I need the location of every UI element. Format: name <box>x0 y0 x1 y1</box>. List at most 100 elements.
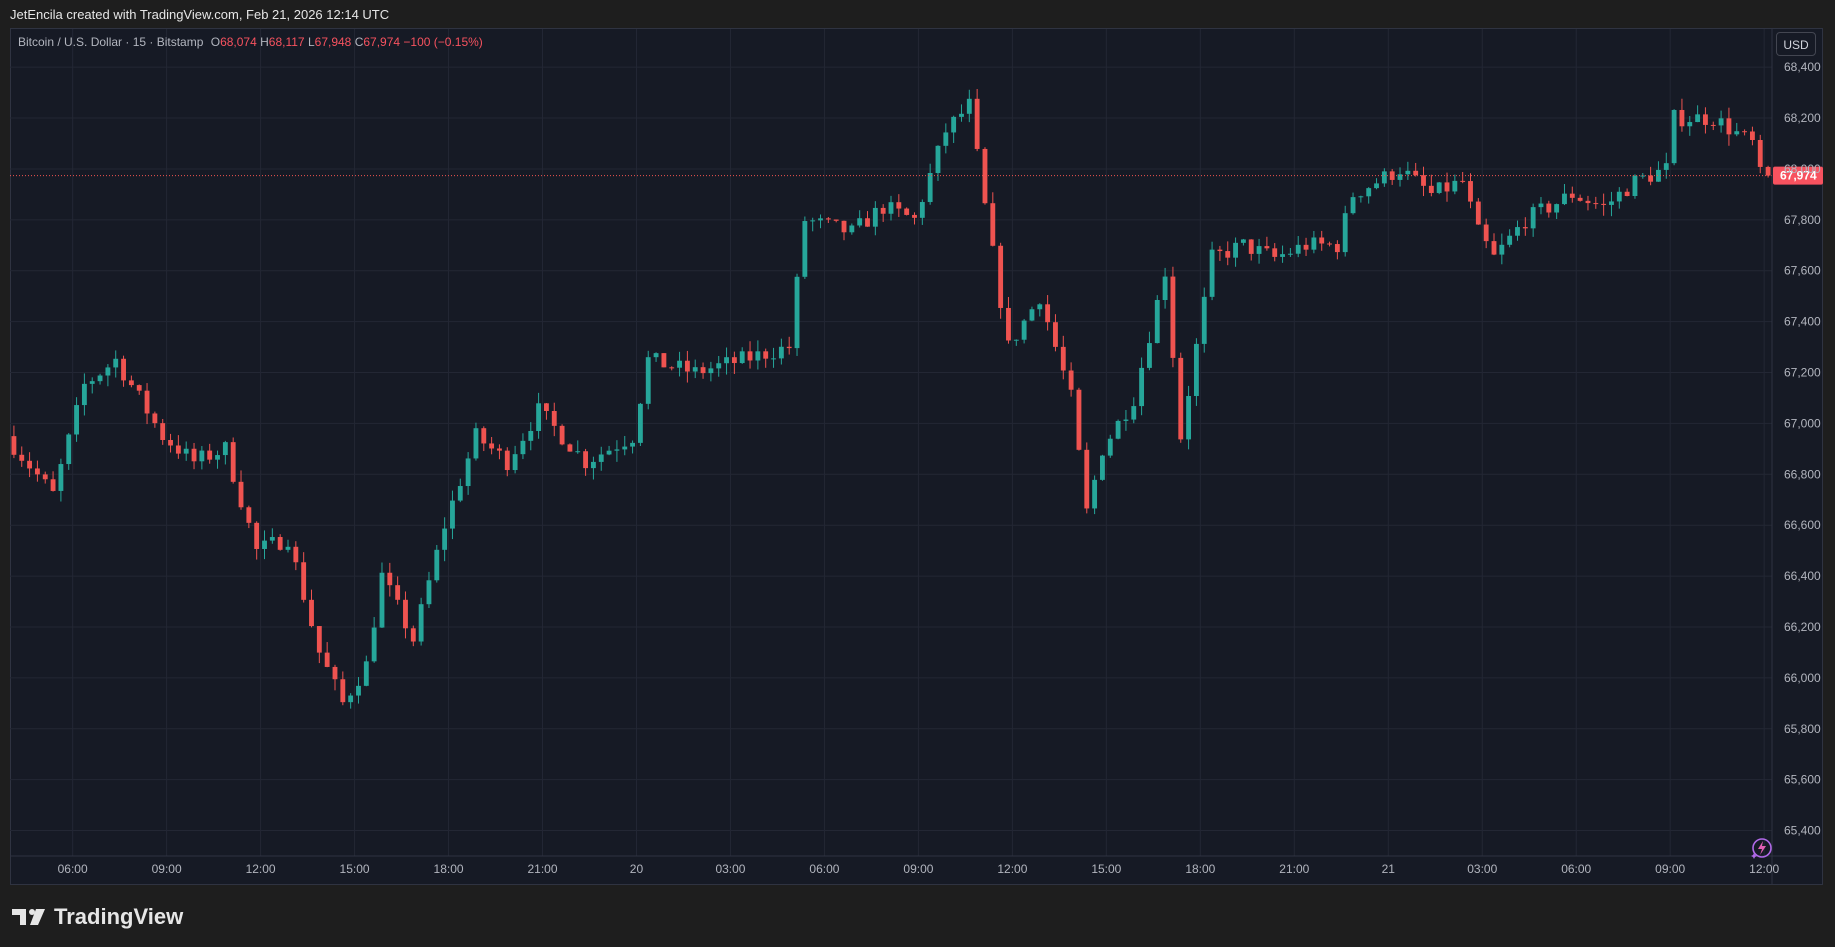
tradingview-logo-icon <box>12 909 45 925</box>
candle-body <box>215 455 220 460</box>
candle-body <box>1585 200 1591 204</box>
price-tick-label: 66,200 <box>1784 620 1821 634</box>
high-value: 68,117 <box>268 35 305 49</box>
last-price-line: 67,974 <box>10 166 1823 185</box>
candle-body <box>951 116 957 133</box>
candle-body <box>1233 242 1238 258</box>
open-value: 68,074 <box>220 35 257 49</box>
candle-body <box>1522 227 1528 229</box>
symbol-name[interactable]: Bitcoin / U.S. Dollar · 15 · Bitstamp <box>18 35 204 49</box>
last-price-label: 67,974 <box>1780 169 1817 183</box>
candle-body <box>316 626 322 653</box>
candle-body <box>497 448 502 451</box>
time-tick-label: 21:00 <box>527 862 557 876</box>
price-tick-label: 66,600 <box>1784 518 1821 532</box>
candle-body <box>269 537 275 541</box>
candle-body <box>19 454 25 461</box>
candle-body <box>1389 171 1395 180</box>
time-tick-label: 06:00 <box>1561 862 1591 876</box>
candle-body <box>1436 182 1442 193</box>
candle-body <box>575 451 581 453</box>
candle-body <box>1749 131 1755 140</box>
candle-body <box>324 652 330 667</box>
candle-body <box>1100 455 1105 480</box>
candle-body <box>1656 169 1661 182</box>
candle-body <box>1076 389 1082 450</box>
candle-body <box>1444 182 1450 192</box>
price-tick-label: 65,400 <box>1784 824 1821 838</box>
sparkle-icon[interactable] <box>1748 834 1776 862</box>
candle-body <box>739 351 745 364</box>
brand[interactable]: TradingView <box>12 903 183 931</box>
candle-body <box>1726 118 1732 135</box>
candle-body <box>841 220 847 233</box>
candle-body <box>943 132 949 146</box>
price-axis[interactable]: 65,400 65,600 65,800 66,000 66,200 66,400 66,6… <box>1771 29 1821 884</box>
low-value: 67,948 <box>314 35 352 49</box>
price-tick-label: 68,400 <box>1784 60 1821 74</box>
candle-body <box>1045 304 1051 323</box>
candle-body <box>191 448 197 462</box>
close-value: 67,974 <box>363 35 401 49</box>
chart-panel[interactable] <box>10 28 1823 885</box>
candle-body <box>1139 367 1145 407</box>
candle-body <box>1538 203 1544 208</box>
time-tick-label: 06:00 <box>58 862 88 876</box>
candle-body <box>919 202 925 218</box>
candle-body <box>966 98 972 114</box>
candle-body <box>1256 246 1262 254</box>
currency-button[interactable]: USD <box>1776 32 1816 56</box>
candle-body <box>1710 124 1716 126</box>
price-tick-label: 67,600 <box>1784 264 1821 278</box>
candle-body <box>536 403 542 431</box>
price-tick-label: 66,000 <box>1784 671 1821 685</box>
candle-body <box>410 628 416 642</box>
candle-body <box>1107 438 1113 456</box>
time-axis[interactable]: 06:00 09:00 12:00 15:00 18:00 21:00 20 03:00 06:… <box>10 855 1822 876</box>
candle-body <box>1671 109 1677 164</box>
candle-body <box>144 390 150 414</box>
candle-body <box>473 428 479 459</box>
high-label: H <box>260 35 269 49</box>
candle-body <box>1374 183 1379 189</box>
candle-body <box>1475 201 1481 225</box>
candle-body <box>684 360 690 372</box>
candle-body <box>1562 193 1567 205</box>
candle-body <box>348 695 354 703</box>
candle-body <box>528 430 534 441</box>
candle-body <box>489 443 495 449</box>
candle-body <box>1154 300 1160 344</box>
candle-body <box>1381 171 1387 184</box>
candle-body <box>128 380 134 386</box>
candle-body <box>1616 191 1622 202</box>
footer-bar <box>0 885 1835 947</box>
candle-body <box>1718 118 1724 126</box>
candle-body <box>1053 322 1058 347</box>
candle-body <box>371 627 377 662</box>
candle-body <box>1593 203 1599 205</box>
candle-body <box>1687 122 1693 127</box>
candle-body <box>1146 343 1152 368</box>
candle-body <box>1068 370 1074 390</box>
candle-body <box>136 385 142 391</box>
price-tick-label: 67,800 <box>1784 213 1821 227</box>
candle-body <box>426 580 432 605</box>
candle-body <box>630 442 636 447</box>
candle-body <box>645 357 651 404</box>
candle-body <box>1679 109 1685 127</box>
candle-body <box>1405 170 1411 175</box>
candle-body <box>1170 276 1176 358</box>
candle-body <box>1225 251 1231 258</box>
candle-body <box>974 98 980 149</box>
candle-body <box>896 202 902 209</box>
candle-body <box>1452 180 1458 192</box>
candle-body <box>1193 343 1199 397</box>
candle-body <box>1115 420 1121 439</box>
candle-body <box>1569 193 1575 198</box>
candle-body <box>606 450 612 455</box>
candle-body <box>990 203 996 246</box>
price-tick-label: 66,800 <box>1784 467 1821 481</box>
candle-body <box>293 546 299 563</box>
candle-body <box>1334 244 1340 253</box>
